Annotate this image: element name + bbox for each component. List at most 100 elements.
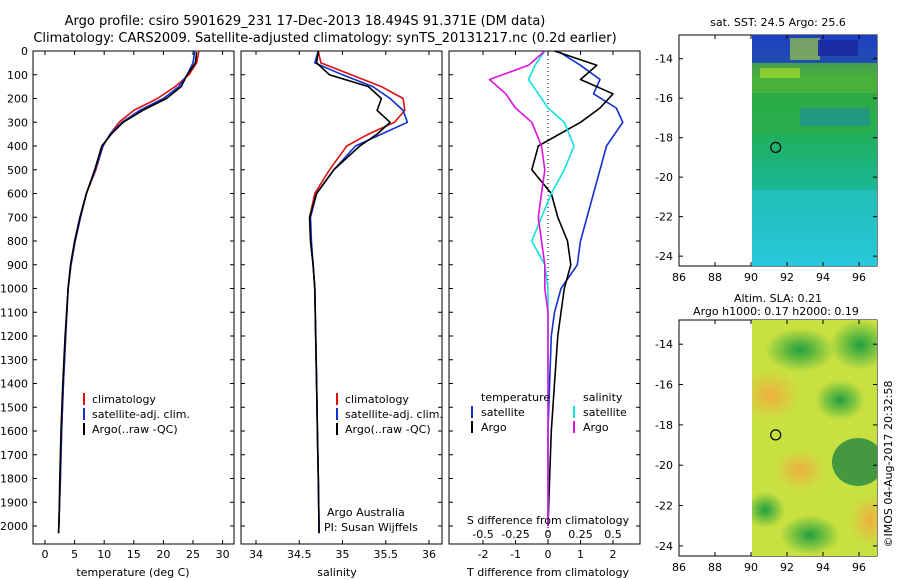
series-climatology [308, 50, 406, 534]
temperature-x-axis: 0 5 10 15 20 25 30 [42, 51, 230, 561]
difference-series [488, 50, 624, 527]
salinity-xlabel: salinity [317, 566, 357, 579]
salinity-legend: climatology satellite-adj. clim. Argo(..… [336, 393, 443, 436]
x-tick-label: -1 [510, 548, 521, 561]
imos-timestamp: ©IMOS 04-Aug-2017 20:32:58 [882, 381, 895, 548]
depth-tick-label: 1000 [0, 283, 28, 296]
lat-tick-label: -24 [655, 250, 673, 263]
salinity-axes [240, 50, 443, 545]
depth-tick-label: 1100 [0, 306, 28, 319]
lon-tick-label: 90 [744, 271, 758, 284]
depth-tick-label: 700 [7, 211, 28, 224]
figure-title-line2: Climatology: CARS2009. Satellite-adjuste… [33, 31, 616, 46]
lat-tick-label: -20 [655, 171, 673, 184]
temperature-legend: climatology satellite-adj. clim. Argo(..… [83, 393, 190, 436]
legend-climatology: climatology [345, 393, 409, 406]
legend-s-argo: Argo [583, 421, 609, 434]
lon-tick-label: 94 [816, 271, 830, 284]
salinity-series [308, 50, 409, 534]
x-tick-label: 0 [42, 548, 49, 561]
legend-argo: Argo(..raw -QC) [345, 423, 431, 436]
depth-tick-label: 1600 [0, 425, 28, 438]
series-salinity-argo [488, 50, 549, 526]
series-temperature-satellite [547, 50, 624, 526]
x-tick-label: 2 [610, 548, 617, 561]
x-tick-label: 30 [216, 548, 230, 561]
sla-map-title1: Altim. SLA: 0.21 [734, 292, 822, 305]
depth-tick-label: 1400 [0, 378, 28, 391]
depth-tick-label: 1300 [0, 354, 28, 367]
x-tick-label: 36 [422, 548, 436, 561]
difference-x-axis: -2 -1 0 1 2 -0.5 -0.25 0 0.25 0.5 [472, 51, 622, 561]
depth-tick-label: 800 [7, 235, 28, 248]
temperature-xlabel: temperature (deg C) [76, 566, 189, 579]
series-temperature-argo [530, 50, 614, 527]
t-difference-xlabel: T difference from climatology [466, 566, 629, 579]
x-tick-label: 35.5 [374, 548, 399, 561]
lon-tick-label: 86 [672, 561, 686, 574]
depth-tick-label: 0 [21, 45, 28, 58]
series-satellite-adj-clim- [57, 50, 196, 534]
x-tick-label: 0 [545, 548, 552, 561]
x-tick-label: 25 [186, 548, 200, 561]
lon-tick-label: 96 [852, 271, 866, 284]
depth-tick-label: 100 [7, 69, 28, 82]
depth-tick-label: 1200 [0, 330, 28, 343]
credit-argo-australia: Argo Australia [327, 506, 405, 519]
legend-argo: Argo(..raw -QC) [92, 423, 178, 436]
series-climatology [57, 50, 200, 534]
x-tick-label: 20 [156, 548, 170, 561]
sla-map-ticks: 86 88 90 92 94 96 -14 -16 -18 -20 -22 -24 [655, 320, 877, 574]
lat-tick-label: -20 [655, 459, 673, 472]
depth-tick-label: 200 [7, 93, 28, 106]
x-tick-label: 1 [577, 548, 584, 561]
legend-t-argo: Argo [481, 421, 507, 434]
temperature-axes [32, 50, 235, 545]
legend-satellite: satellite-adj. clim. [345, 408, 443, 421]
lat-tick-label: -18 [655, 419, 673, 432]
legend-satellite: satellite-adj. clim. [92, 408, 190, 421]
depth-tick-label: 1500 [0, 401, 28, 414]
legend-salinity-head: salinity [583, 391, 623, 404]
lat-tick-label: -24 [655, 540, 673, 553]
series-argo-raw-qc- [308, 50, 391, 534]
depth-tick-label: 400 [7, 140, 28, 153]
depth-tick-label: 2000 [0, 520, 28, 533]
salinity-x-axis: 34 34.5 35 35.5 36 [249, 51, 436, 561]
legend-t-satellite: satellite [481, 406, 525, 419]
sst-map-ticks: 86 88 90 92 94 96 -14 -16 -18 -20 -22 -24 [655, 35, 877, 284]
depth-tick-label: 1900 [0, 496, 28, 509]
lon-tick-label: 86 [672, 271, 686, 284]
legend-temperature-head: temperature [481, 391, 550, 404]
figure-title-line1: Argo profile: csiro 5901629_231 17-Dec-2… [65, 14, 546, 29]
sst-map-title: sat. SST: 24.5 Argo: 25.6 [710, 16, 846, 29]
depth-tick-label: 600 [7, 188, 28, 201]
depth-tick-label: 1800 [0, 473, 28, 486]
lon-tick-label: 94 [816, 561, 830, 574]
argo-location-marker [770, 141, 782, 153]
legend-s-satellite: satellite [583, 406, 627, 419]
lat-tick-label: -14 [655, 338, 673, 351]
s-tick-label: 0.25 [568, 528, 593, 541]
sla-field [752, 320, 877, 556]
lon-tick-label: 88 [708, 271, 722, 284]
legend-climatology: climatology [92, 393, 156, 406]
lon-tick-label: 88 [708, 561, 722, 574]
x-tick-label: -2 [478, 548, 489, 561]
x-tick-label: 34 [249, 548, 263, 561]
s-tick-label: -0.5 [472, 528, 493, 541]
s-difference-label: S difference from climatology [467, 514, 630, 527]
lon-tick-label: 92 [780, 561, 794, 574]
argo-location-marker [770, 429, 782, 441]
lat-tick-label: -18 [655, 132, 673, 145]
difference-legend: temperature satellite Argo salinity sate… [471, 391, 627, 434]
temperature-series [57, 50, 200, 534]
lat-tick-label: -16 [655, 92, 673, 105]
depth-tick-label: 1700 [0, 449, 28, 462]
depth-tick-label: 300 [7, 116, 28, 129]
depth-tick-label: 900 [7, 259, 28, 272]
depth-tick-label: 500 [7, 164, 28, 177]
lat-tick-label: -22 [655, 500, 673, 513]
s-tick-label: -0.25 [501, 528, 529, 541]
